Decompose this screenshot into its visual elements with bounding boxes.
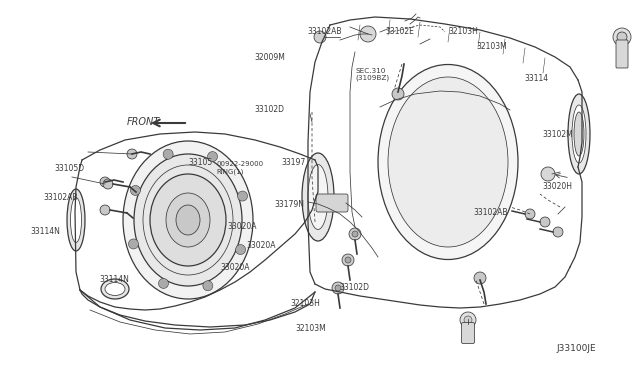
Circle shape: [163, 149, 173, 159]
Text: 33102D: 33102D: [255, 105, 285, 114]
Circle shape: [525, 209, 535, 219]
Text: 33102D: 33102D: [339, 283, 369, 292]
Ellipse shape: [617, 32, 627, 42]
Text: 32009M: 32009M: [255, 53, 285, 62]
Circle shape: [345, 257, 351, 263]
Text: J33100JE: J33100JE: [557, 344, 596, 353]
Ellipse shape: [166, 193, 210, 247]
Ellipse shape: [123, 141, 253, 299]
Text: 33102AB: 33102AB: [308, 27, 342, 36]
Circle shape: [103, 179, 113, 189]
FancyBboxPatch shape: [461, 323, 474, 343]
Circle shape: [392, 88, 404, 100]
Circle shape: [342, 254, 354, 266]
Ellipse shape: [388, 77, 508, 247]
Circle shape: [335, 285, 341, 291]
Text: 33102AB: 33102AB: [44, 193, 78, 202]
FancyBboxPatch shape: [616, 40, 628, 68]
Text: 33179N: 33179N: [274, 200, 304, 209]
Circle shape: [237, 191, 248, 201]
Ellipse shape: [302, 153, 334, 241]
Text: 33020A: 33020A: [221, 263, 250, 272]
Circle shape: [474, 272, 486, 284]
Ellipse shape: [67, 189, 85, 251]
Ellipse shape: [105, 282, 125, 295]
Text: 33020A: 33020A: [246, 241, 276, 250]
Text: 33105D: 33105D: [54, 164, 84, 173]
Ellipse shape: [378, 64, 518, 260]
Circle shape: [349, 228, 361, 240]
Ellipse shape: [574, 112, 584, 156]
Circle shape: [100, 177, 110, 187]
Ellipse shape: [101, 279, 129, 299]
Text: SEC.310
(3109BZ): SEC.310 (3109BZ): [356, 68, 390, 81]
Circle shape: [352, 231, 358, 237]
Text: 33102AB: 33102AB: [474, 208, 508, 217]
Ellipse shape: [176, 205, 200, 235]
Ellipse shape: [70, 198, 81, 243]
Circle shape: [159, 278, 168, 288]
Text: 33114N: 33114N: [99, 275, 129, 283]
Text: 33114: 33114: [525, 74, 549, 83]
Text: 33114N: 33114N: [31, 227, 61, 236]
Circle shape: [541, 167, 555, 181]
Text: FRONT: FRONT: [127, 117, 160, 127]
Circle shape: [332, 282, 344, 294]
Circle shape: [360, 26, 376, 42]
Circle shape: [129, 239, 138, 249]
Circle shape: [207, 151, 218, 161]
Circle shape: [203, 281, 213, 291]
Ellipse shape: [460, 312, 476, 328]
Ellipse shape: [150, 174, 226, 266]
Circle shape: [553, 227, 563, 237]
Ellipse shape: [134, 154, 242, 286]
Ellipse shape: [613, 28, 631, 46]
Ellipse shape: [568, 94, 590, 174]
Circle shape: [100, 205, 110, 215]
Circle shape: [314, 31, 326, 43]
Ellipse shape: [572, 105, 586, 163]
Circle shape: [236, 244, 246, 254]
Text: 33102M: 33102M: [543, 130, 573, 139]
FancyBboxPatch shape: [316, 194, 348, 212]
Circle shape: [540, 217, 550, 227]
Circle shape: [127, 149, 137, 159]
Circle shape: [131, 185, 140, 195]
Ellipse shape: [308, 164, 328, 230]
Text: 33020H: 33020H: [543, 182, 573, 191]
Text: 32103H: 32103H: [448, 27, 478, 36]
Text: 32103M: 32103M: [296, 324, 326, 333]
Text: 32103M: 32103M: [477, 42, 508, 51]
Text: 32103H: 32103H: [291, 299, 321, 308]
Text: 33020A: 33020A: [227, 222, 257, 231]
Text: 33197: 33197: [282, 158, 306, 167]
Text: 00922-29000
RING(1): 00922-29000 RING(1): [216, 161, 264, 175]
Text: 33102E: 33102E: [385, 27, 414, 36]
Ellipse shape: [464, 316, 472, 324]
Text: 33105: 33105: [189, 158, 213, 167]
